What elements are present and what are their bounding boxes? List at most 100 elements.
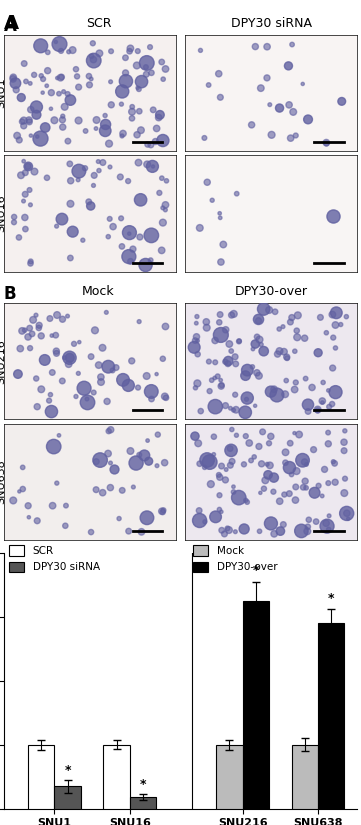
Point (284, 351, 290, 364)
Bar (130, 797, 156, 808)
Point (204, 454, 210, 467)
Point (104, 306, 109, 319)
Point (332, 342, 338, 355)
Point (60, 375, 65, 388)
Point (93, 483, 99, 497)
Point (217, 308, 223, 321)
Point (95, 155, 101, 168)
Point (217, 211, 223, 224)
Point (73, 63, 79, 76)
Point (135, 45, 141, 58)
Point (330, 210, 336, 223)
Point (293, 376, 299, 389)
Point (97, 454, 103, 467)
Point (231, 308, 236, 321)
Point (150, 103, 156, 116)
Bar (292, 745, 318, 808)
Point (330, 308, 335, 321)
Point (323, 516, 329, 530)
Point (21, 120, 27, 133)
Point (88, 200, 93, 213)
Point (256, 314, 261, 328)
Point (68, 93, 73, 106)
Point (34, 400, 40, 413)
Point (159, 505, 165, 518)
Point (236, 335, 242, 348)
Point (252, 337, 258, 351)
Point (143, 68, 149, 81)
Point (98, 370, 104, 384)
Point (161, 504, 166, 517)
Point (223, 399, 229, 412)
Point (68, 174, 74, 187)
Point (90, 36, 96, 50)
Point (62, 100, 68, 113)
Point (100, 342, 105, 355)
Point (229, 309, 234, 322)
Point (281, 345, 287, 358)
Point (223, 323, 229, 337)
Point (218, 505, 224, 518)
Point (138, 193, 143, 206)
Point (102, 109, 108, 122)
Point (38, 329, 44, 342)
Point (284, 351, 290, 365)
Point (203, 315, 209, 328)
Point (106, 425, 112, 438)
Point (309, 381, 315, 394)
Point (146, 455, 152, 468)
Point (316, 479, 321, 493)
Point (45, 64, 51, 78)
Point (196, 504, 202, 517)
Point (163, 63, 169, 76)
Point (142, 449, 147, 462)
Point (40, 73, 46, 86)
Point (332, 476, 338, 489)
Point (243, 430, 249, 443)
Point (150, 160, 156, 173)
Point (252, 40, 258, 53)
Point (218, 256, 224, 269)
Point (33, 309, 39, 322)
Point (219, 524, 225, 537)
Point (60, 120, 66, 134)
Point (191, 341, 197, 354)
Point (243, 493, 249, 507)
Point (123, 74, 129, 87)
Point (27, 183, 32, 196)
Point (23, 75, 29, 88)
Point (206, 355, 212, 368)
Point (156, 186, 162, 200)
Bar (216, 745, 243, 808)
Point (338, 318, 344, 331)
Point (293, 464, 299, 478)
Point (22, 187, 28, 200)
Point (192, 381, 198, 394)
Point (292, 493, 298, 507)
Point (126, 525, 131, 538)
Point (58, 71, 64, 84)
Point (91, 179, 96, 192)
Point (244, 393, 249, 406)
Point (268, 516, 274, 530)
Point (28, 255, 34, 268)
Point (261, 303, 266, 316)
Point (10, 494, 16, 507)
Point (116, 512, 122, 526)
Point (212, 371, 218, 384)
Point (282, 488, 287, 501)
Point (267, 459, 273, 472)
Point (277, 495, 283, 508)
Point (283, 374, 289, 387)
Point (300, 454, 305, 467)
Point (233, 403, 239, 417)
Point (49, 405, 55, 418)
Text: *: * (140, 778, 146, 790)
Point (154, 122, 160, 135)
Point (13, 77, 18, 90)
Point (21, 114, 27, 127)
Point (148, 385, 154, 398)
Point (100, 156, 106, 169)
Point (67, 351, 73, 365)
Point (216, 469, 222, 482)
